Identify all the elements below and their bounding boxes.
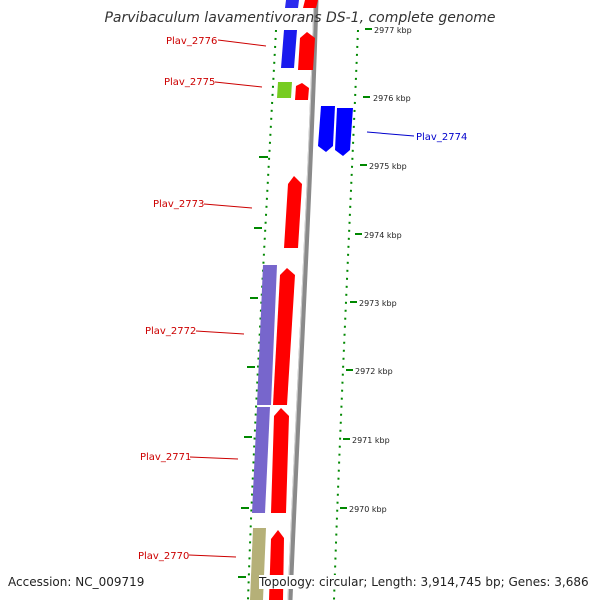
map-title: Parvibaculum lavamentivorans DS-1, compl… xyxy=(104,10,495,26)
topology-text: Topology: circular; Length: 3,914,745 bp… xyxy=(259,575,589,589)
accession-text: Accession: NC_009719 xyxy=(8,575,145,589)
kbp-label-2977: 2977 kbp xyxy=(374,26,412,35)
gene-label-plav-2771[interactable]: Plav_2771 xyxy=(140,452,191,463)
right-dotted-track xyxy=(333,29,359,600)
cog-block-blue-top xyxy=(281,30,297,68)
gene-label-plav-2773[interactable]: Plav_2773 xyxy=(153,199,204,210)
cds-plav-2770 xyxy=(269,530,284,600)
cog-block-olive xyxy=(250,528,266,600)
cog-block-purple-1 xyxy=(257,265,277,405)
kbp-label-2976: 2976 kbp xyxy=(373,94,411,103)
gene-label-plav-2774[interactable]: Plav_2774 xyxy=(416,132,467,143)
gene-label-plav-2775[interactable]: Plav_2775 xyxy=(164,77,215,88)
cog-block-purple-2 xyxy=(252,407,270,513)
gene-label-plav-2776[interactable]: Plav_2776 xyxy=(166,36,217,47)
cds-plav-2774-a xyxy=(318,106,335,152)
cog-block-green xyxy=(277,82,292,98)
kbp-label-2974: 2974 kbp xyxy=(364,231,402,240)
kbp-label-2973: 2973 kbp xyxy=(359,299,397,308)
gene-label-plav-2770[interactable]: Plav_2770 xyxy=(138,551,189,562)
cds-top-partial xyxy=(303,0,318,8)
kbp-label-2971: 2971 kbp xyxy=(352,436,390,445)
genome-backbone-highlight xyxy=(287,0,315,600)
genome-backbone xyxy=(287,0,319,600)
kbp-label-2972: 2972 kbp xyxy=(355,367,393,376)
kbp-label-2975: 2975 kbp xyxy=(369,162,407,171)
cog-block-blue-topmost xyxy=(285,0,299,8)
cds-plav-2771 xyxy=(271,408,289,513)
gene-leaders xyxy=(188,39,415,558)
gene-label-plav-2772[interactable]: Plav_2772 xyxy=(145,326,196,337)
cds-plav-2773 xyxy=(284,176,302,248)
cds-plav-2775 xyxy=(295,83,309,100)
left-track-dashes xyxy=(238,156,268,578)
kbp-label-2970: 2970 kbp xyxy=(349,505,387,514)
cds-plav-2774-b xyxy=(335,108,353,156)
kbp-ticks xyxy=(340,28,372,509)
cds-plav-2776 xyxy=(298,32,315,70)
cds-plav-2772 xyxy=(273,268,295,405)
reverse-cds xyxy=(318,106,353,156)
left-dotted-track xyxy=(247,29,277,600)
